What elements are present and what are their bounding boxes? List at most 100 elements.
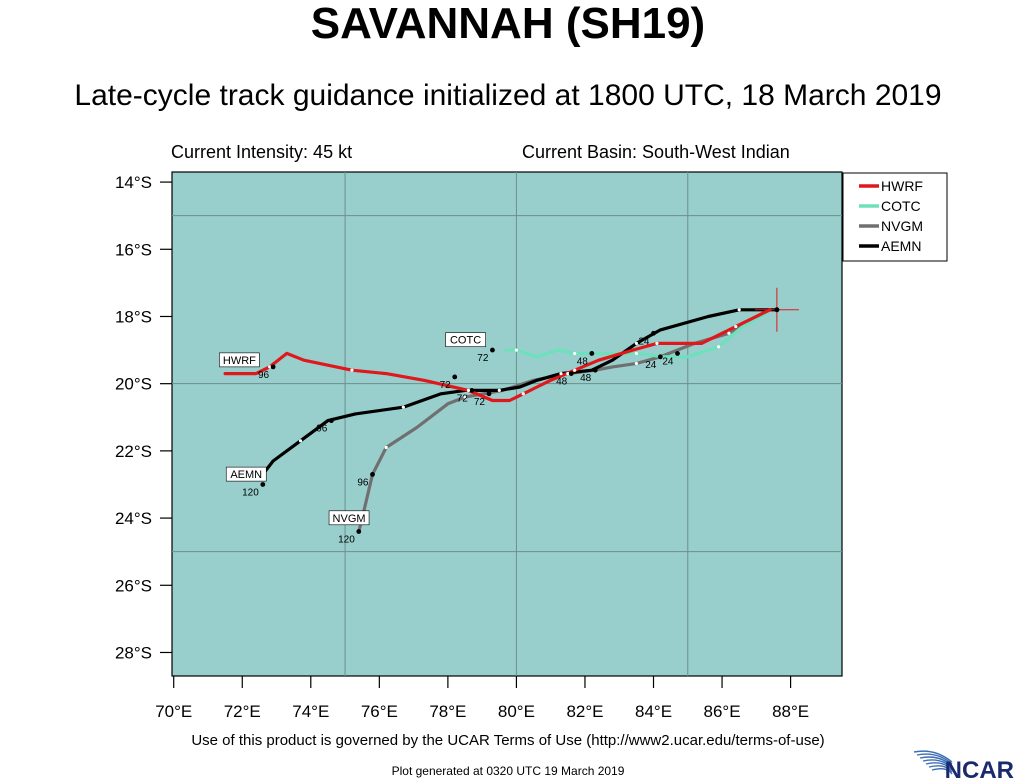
track-point-dot (350, 368, 354, 372)
lat-tick-label: 18°S (115, 307, 152, 326)
legend-label-cotc: COTC (881, 198, 921, 214)
forecast-hour-dot (657, 354, 663, 360)
model-tag-box (328, 510, 370, 526)
forecast-hour-label: 72 (474, 397, 486, 408)
forecast-hour-label: 120 (338, 535, 355, 546)
ncar-logo-swoosh (928, 765, 953, 773)
track-labels: 24 48 72 96 120 NVGM 24 72 COTC 24 48 72 96 120 AEMN 48… (219, 332, 674, 546)
track-point-dot (497, 388, 501, 392)
lon-tick-label: 80°E (498, 702, 535, 721)
ncar-logo-swoosh (925, 762, 953, 771)
center-dot (774, 307, 780, 313)
map-grid (172, 172, 842, 676)
forecast-hour-label: 72 (457, 393, 469, 404)
model-tag-label: COTC (450, 335, 481, 347)
forecast-hour-dot (356, 529, 362, 534)
forecast-hour-label: 24 (645, 360, 657, 371)
track-point-dot (634, 361, 638, 366)
ncar-logo-swoosh (922, 759, 953, 769)
forecast-hour-dot (651, 330, 656, 336)
map-axes: 70°E 72°E 74°E 76°E 78°E 80°E 82°E 84°E 86°E 88°E… (115, 173, 809, 721)
ncar-logo: NCAR (913, 750, 1014, 780)
lon-tick-label: 84°E (635, 702, 672, 721)
lon-tick-label: 72°E (224, 702, 261, 721)
lat-tick-label: 28°S (115, 643, 152, 662)
plot-generated-timestamp: Plot generated at 0320 UTC 19 March 2019 (391, 764, 625, 778)
forecast-hour-label: 72 (440, 380, 452, 391)
forecast-hour-label: 96 (316, 424, 328, 435)
forecast-hour-label: 24 (638, 336, 650, 347)
forecast-hour-label: 48 (556, 377, 568, 388)
current-intensity: Current Intensity: 45 kt (171, 142, 353, 162)
track-point-dot (573, 368, 577, 372)
track-point-dot (634, 341, 638, 345)
lon-tick-label: 76°E (361, 702, 398, 721)
lat-tick-label: 26°S (115, 576, 152, 595)
track-point-dot (559, 372, 563, 376)
track-point-dot (384, 445, 388, 450)
forecast-hour-label: 24 (662, 356, 674, 367)
track-point-dot (514, 348, 519, 352)
track-point-dot (655, 341, 659, 345)
forecast-hour-dot (592, 367, 598, 373)
track-point-dot (401, 405, 405, 409)
forecast-hour-label: 72 (477, 353, 489, 364)
legend-label-nvgm: NVGM (881, 218, 923, 234)
lat-tick-label: 14°S (115, 173, 152, 192)
forecast-hour-dot (589, 351, 595, 356)
forecast-hour-dot (452, 374, 458, 380)
lon-tick-label: 74°E (292, 702, 329, 721)
lat-tick-label: 20°S (115, 375, 152, 394)
lon-tick-label: 82°E (566, 702, 603, 721)
ncar-logo-swoosh (913, 750, 953, 763)
lon-tick-label: 88°E (772, 702, 809, 721)
forecast-hour-dot (486, 391, 492, 397)
lat-tick-label: 24°S (115, 509, 152, 528)
track-point-dot (727, 331, 731, 335)
model-tag-box (225, 466, 267, 482)
storm-title: SAVANNAH (SH19) (310, 0, 706, 48)
track-point-dot (466, 388, 471, 392)
forecast-hour-dot (370, 472, 375, 477)
ncar-logo-swoosh (919, 756, 953, 767)
model-tag-box (445, 332, 486, 348)
track-point-dot (717, 345, 721, 349)
legend-label-hwrf: HWRF (881, 178, 923, 194)
ncar-logo-swoosh (916, 753, 953, 765)
legend: HWRF COTC NVGM AEMN (842, 172, 948, 262)
ncar-logo-text: NCAR (945, 757, 1014, 780)
track-point-dot (634, 351, 638, 356)
terms-of-use: Use of this product is governed by the U… (191, 732, 825, 749)
model-tag-label: HWRF (223, 355, 256, 367)
lat-tick-label: 16°S (115, 240, 152, 259)
lat-tick-label: 22°S (115, 442, 152, 461)
model-tag-label: AEMN (230, 469, 262, 481)
track-point-dot (566, 372, 570, 376)
forecast-hour-label: 96 (357, 477, 369, 488)
forecast-hour-label: 96 (258, 370, 270, 381)
track-point-dot (463, 395, 467, 399)
current-position-marker (754, 287, 799, 332)
current-basin: Current Basin: South-West Indian (522, 142, 790, 162)
forecast-hour-label: 48 (577, 356, 589, 367)
lon-tick-label: 78°E (429, 702, 466, 721)
forecast-hour-dot (469, 388, 475, 393)
model-tag-label: NVGM (333, 513, 366, 525)
guidance-subtitle: Late-cycle track guidance initialized at… (74, 79, 942, 112)
forecast-hour-dot (328, 418, 334, 424)
forecast-hour-dot (675, 351, 680, 356)
track-point-dot (268, 365, 272, 369)
track-point-dot (298, 439, 303, 443)
model-tag-box (219, 352, 260, 368)
map-plot-area (171, 171, 843, 677)
forecast-hour-label: 48 (580, 373, 592, 384)
track-point-dot (521, 392, 525, 396)
legend-label-aemn: AEMN (881, 238, 921, 254)
forecast-hour-dot (490, 347, 495, 353)
forecast-hour-dot (568, 371, 574, 376)
lon-tick-label: 70°E (155, 702, 192, 721)
track-point-dot (737, 308, 741, 312)
lon-tick-label: 86°E (704, 702, 741, 721)
ncar-logo-swoosh (931, 767, 953, 775)
